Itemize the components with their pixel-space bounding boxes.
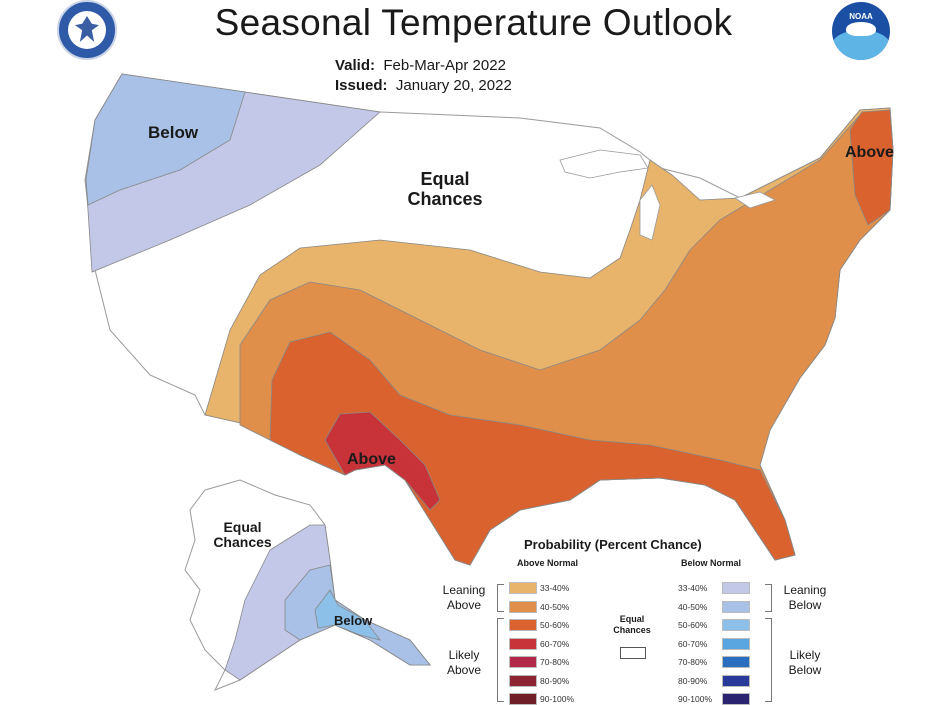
legend-below-range-label: 60-70%: [678, 638, 708, 649]
legend-below-header: Below Normal: [681, 558, 742, 568]
legend-below-range-label: 70-80%: [678, 657, 708, 667]
legend-below-range-label: 50-60%: [678, 620, 708, 630]
commerce-seal-logo: [57, 0, 117, 60]
legend-below-swatch: [722, 582, 750, 594]
label-alaska-below: Below: [334, 613, 373, 628]
legend-below-range-label: 40-50%: [678, 601, 708, 612]
legend-below-swatch: [722, 619, 750, 631]
legend-above-swatch: [509, 637, 537, 650]
legend-below-swatch: [722, 600, 750, 613]
label-alaska-equal-chances: Equal Chances: [213, 519, 272, 551]
alaska-below-50-60: [314, 589, 381, 641]
legend-above-range-label: 33-40%: [540, 583, 570, 593]
below-40-50-region: [85, 73, 246, 206]
legend-below-swatch: [722, 674, 750, 687]
legend-title: Probability (Percent Chance): [524, 537, 702, 552]
legend-above-swatch: [509, 674, 537, 687]
legend-likely-above: Likely Above: [446, 648, 482, 677]
brace-leaning-below: [765, 584, 772, 612]
legend-above-swatch: [509, 600, 537, 613]
legend-below-swatch: [722, 693, 750, 705]
above-60-70-region: [324, 411, 441, 511]
brace-likely-above: [497, 618, 504, 702]
legend-above-swatch: [509, 693, 537, 705]
page-title: Seasonal Temperature Outlook: [214, 2, 733, 43]
legend-above-range-label: 40-50%: [540, 601, 570, 612]
legend-above-range-label: 90-100%: [540, 694, 575, 704]
legend-above-range-label: 80-90%: [540, 675, 570, 686]
legend-below-range-label: 80-90%: [678, 675, 708, 686]
legend-above-swatch: [509, 582, 537, 594]
legend-above-range-label: 60-70%: [540, 638, 570, 649]
legend-leaning-below: Leaning Below: [783, 583, 827, 612]
valid-period: Valid: Feb-Mar-Apr 2022: [335, 57, 506, 74]
legend-above-swatch: [509, 656, 537, 668]
legend-likely-below: Likely Below: [788, 648, 822, 677]
issued-date: Issued: January 20, 2022: [335, 77, 512, 94]
legend-below-swatch: [722, 656, 750, 668]
legend-above-swatch: [509, 619, 537, 631]
legend-above-range-label: 50-60%: [540, 620, 570, 630]
legend-equal-chances: Equal Chances: [613, 614, 651, 636]
label-northwest-below: Below: [148, 123, 199, 142]
above-50-60-region: [269, 331, 796, 566]
legend-above-header: Above Normal: [517, 558, 579, 568]
label-central-equal-chances: Equal Chances: [407, 169, 483, 209]
noaa-logo: NOAA: [832, 2, 890, 60]
great-lakes: [559, 149, 649, 179]
legend-below-swatch: [722, 637, 750, 650]
legend-below-range-label: 33-40%: [678, 583, 708, 593]
legend-above-range-label: 70-80%: [540, 657, 570, 667]
legend-leaning-above: Leaning Above: [442, 583, 486, 612]
brace-likely-below: [765, 618, 772, 702]
legend-equal-swatch: [620, 647, 646, 659]
brace-leaning-above: [497, 584, 504, 612]
alaska-below-40-50: [284, 564, 431, 666]
label-southwest-above: Above: [347, 451, 396, 468]
label-northeast-above: Above: [845, 144, 894, 161]
above-50-60-northeast: [849, 109, 894, 226]
legend-below-range-label: 90-100%: [678, 694, 713, 704]
